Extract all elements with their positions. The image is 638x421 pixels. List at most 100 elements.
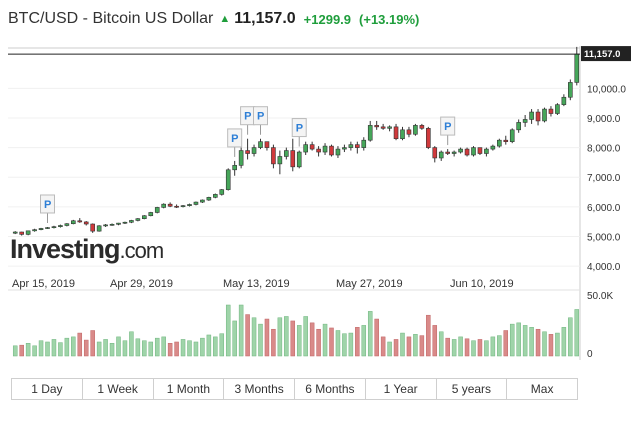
volume-bar — [277, 317, 283, 357]
investing-watermark: Investing.com — [10, 234, 163, 264]
candle — [38, 228, 44, 230]
event-marker — [291, 118, 307, 138]
range-button-1-week[interactable]: 1 Week — [83, 379, 154, 399]
range-button-1-day[interactable]: 1 Day — [12, 379, 83, 399]
last-price: 11,157.0 — [234, 10, 296, 27]
volume-bar — [503, 330, 509, 357]
candle — [458, 148, 463, 153]
candle — [19, 231, 24, 235]
volume-bar — [477, 339, 483, 357]
candle — [51, 226, 57, 228]
candle — [316, 148, 321, 153]
volume-bar — [213, 336, 218, 357]
volume-bar — [129, 331, 134, 357]
volume-bar — [206, 334, 212, 357]
volume-bar — [484, 340, 489, 357]
candle — [471, 147, 476, 156]
event-marker-label: P — [244, 111, 251, 123]
volume-bar — [367, 311, 373, 357]
volume-bar — [432, 325, 438, 357]
volume-bar — [109, 343, 115, 357]
volume-bar — [51, 339, 57, 357]
candle — [122, 221, 128, 224]
candle — [225, 169, 231, 190]
event-marker-label: P — [44, 199, 51, 211]
last-price-tag-label: 11,157.0 — [584, 49, 620, 60]
price-change-percent: (+13.19%) — [359, 11, 420, 27]
price-tick-label: 7,000.0 — [587, 173, 621, 184]
volume-bar — [187, 340, 192, 357]
volume-bar — [142, 340, 147, 357]
date-label: Jun 10, 2019 — [450, 278, 514, 290]
volume-bar — [548, 334, 554, 357]
price-tick-label: 9,000.0 — [587, 114, 621, 125]
candle — [90, 223, 95, 232]
instrument-title: BTC/USD - Bitcoin US Dollar — [8, 10, 214, 27]
candle — [206, 197, 212, 201]
candle — [245, 150, 250, 154]
candle — [103, 224, 108, 227]
volume-tick-label: 0 — [587, 349, 593, 360]
range-button-3-months[interactable]: 3 Months — [224, 379, 295, 399]
volume-bar — [400, 332, 405, 357]
event-marker-label: P — [231, 133, 238, 145]
volume-bar — [529, 327, 534, 357]
candle — [238, 150, 244, 166]
volume-bar — [71, 336, 76, 357]
volume-bar — [471, 340, 476, 357]
candle — [477, 147, 483, 154]
candle — [451, 151, 457, 154]
price-tick-label: 6,000.0 — [587, 203, 621, 214]
range-button-6-months[interactable]: 6 Months — [295, 379, 366, 399]
date-label: May 27, 2019 — [336, 278, 403, 290]
candle — [116, 222, 121, 225]
candle — [561, 96, 567, 105]
volume-bar — [64, 337, 70, 357]
volume-tick-label: 50.0K — [587, 291, 613, 302]
volume-bar — [335, 330, 341, 357]
volume-bar — [451, 339, 457, 357]
candle — [574, 53, 580, 83]
volume-bar — [380, 336, 386, 357]
volume-bar — [419, 335, 425, 357]
candle — [374, 125, 379, 128]
volume-bar — [329, 327, 334, 357]
volume-bar — [77, 332, 83, 357]
volume-bar — [322, 323, 328, 357]
candle — [271, 147, 276, 165]
candle — [355, 144, 360, 148]
volume-bar — [290, 320, 296, 357]
volume-bar — [509, 323, 515, 357]
up-arrow-icon: ▲ — [219, 13, 231, 25]
volume-bar — [225, 304, 231, 357]
volume-bar — [83, 339, 89, 357]
volume-bar — [258, 323, 263, 357]
volume-bar — [12, 345, 18, 357]
time-range-selector: 1 Day 1 Week 1 Month 3 Months 6 Months 1 Year… — [11, 378, 578, 400]
candle — [193, 201, 199, 205]
volume-bar — [574, 309, 580, 357]
volume-bar — [200, 337, 205, 357]
range-button-1-month[interactable]: 1 Month — [154, 379, 225, 399]
candle — [174, 205, 179, 208]
range-button-1-year[interactable]: 1 Year — [366, 379, 437, 399]
candle — [509, 129, 515, 142]
candle — [535, 111, 541, 122]
candle — [154, 207, 160, 213]
range-button-max[interactable]: Max — [530, 382, 554, 396]
price-chart[interactable]: 4,000.0 5,000.0 6,000.0 7,000.0 8,000.0 9,000… — [0, 0, 638, 378]
candle — [303, 144, 308, 153]
volume-bar — [426, 314, 431, 357]
volume-bar — [355, 327, 360, 357]
candle — [96, 225, 102, 232]
volume-bar — [387, 341, 392, 357]
volume-bar — [516, 322, 521, 357]
volume-bar — [303, 316, 308, 357]
volume-bar — [116, 336, 121, 357]
candle — [497, 139, 502, 147]
candle — [200, 199, 205, 203]
range-button-5-years[interactable]: 5 years — [437, 379, 508, 399]
volume-bar — [174, 341, 179, 357]
volume-bar — [458, 336, 463, 357]
candle — [180, 205, 186, 207]
